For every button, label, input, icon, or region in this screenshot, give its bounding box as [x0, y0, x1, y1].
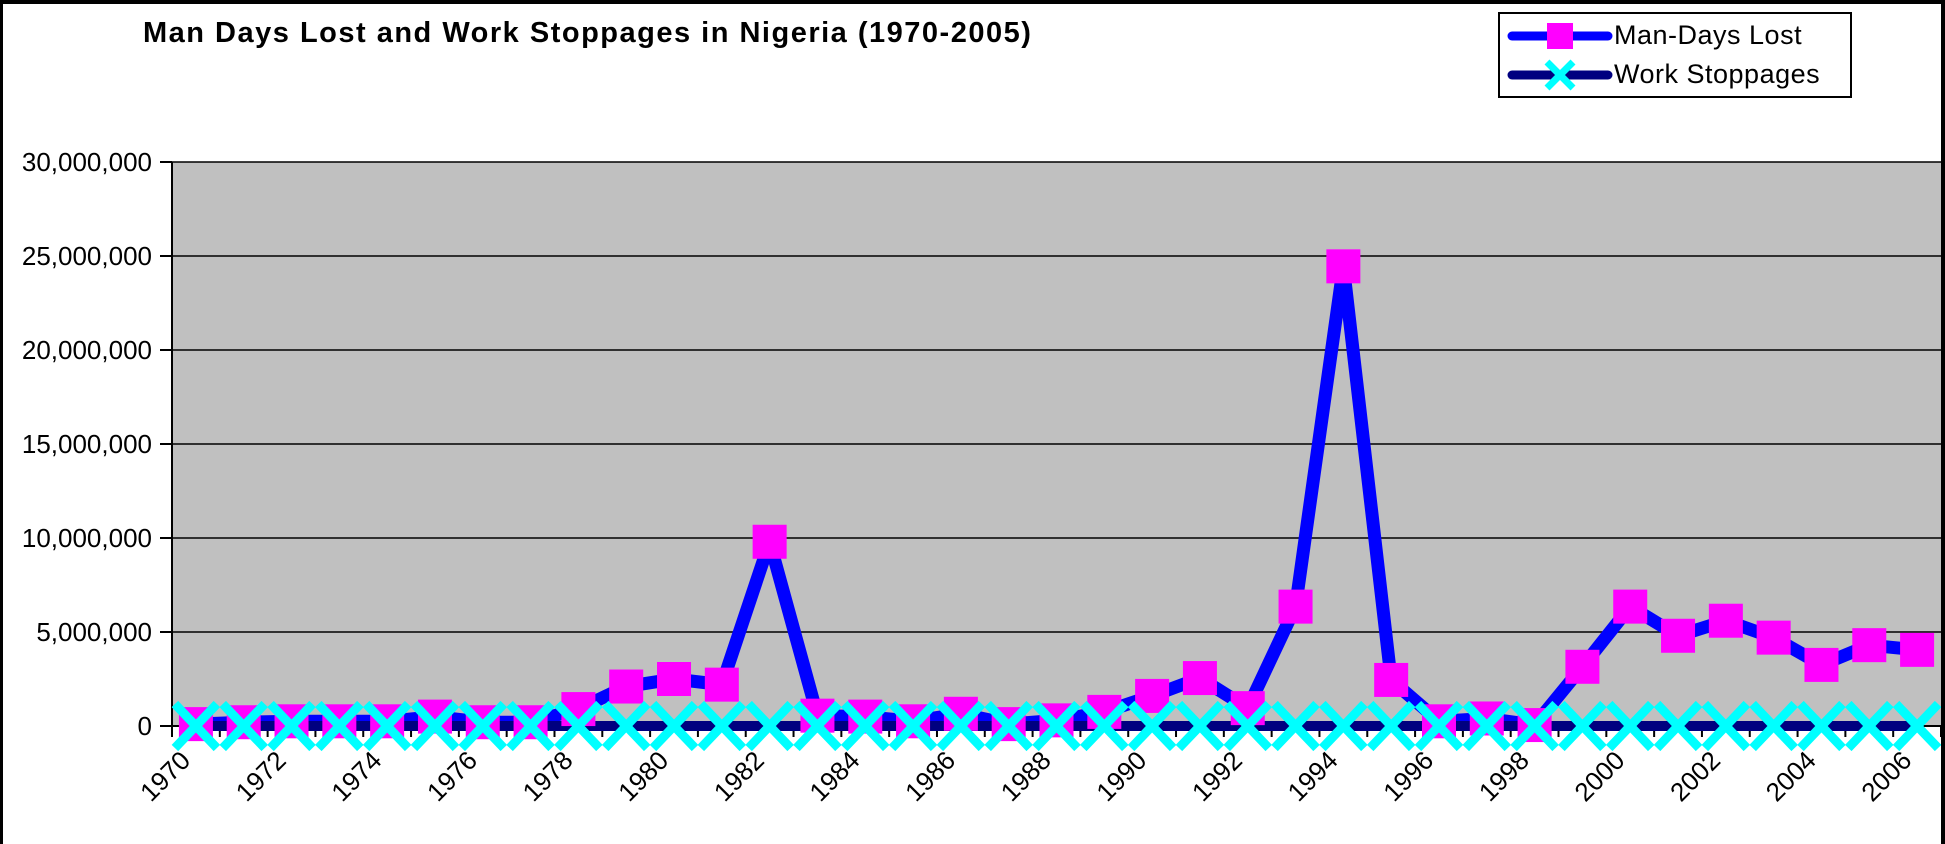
data-point-marker — [1749, 700, 1798, 752]
x-axis-label: 1982 — [708, 745, 770, 807]
x-axis-label: 1990 — [1090, 745, 1152, 807]
y-axis-label: 30,000,000 — [22, 147, 152, 177]
data-point-marker — [1326, 249, 1361, 284]
data-point-marker — [1565, 649, 1600, 684]
x-axis-label: 1988 — [995, 745, 1057, 807]
data-point-marker — [410, 700, 460, 752]
data-point-marker — [745, 700, 794, 752]
data-point-marker — [1613, 589, 1648, 624]
data-point-marker — [1135, 678, 1170, 713]
data-point-marker — [1852, 628, 1887, 663]
data-point-marker — [267, 700, 316, 752]
data-point-marker — [1661, 618, 1696, 653]
data-point-marker — [1804, 647, 1839, 682]
data-point-marker — [1127, 700, 1177, 752]
y-axis-label: 10,000,000 — [22, 523, 152, 553]
data-point-marker — [1414, 700, 1464, 752]
legend-marker — [1544, 59, 1576, 90]
data-point-marker — [1374, 662, 1409, 697]
data-point-marker — [171, 700, 221, 752]
x-axis-label: 1974 — [325, 745, 387, 807]
x-axis-label: 1972 — [230, 745, 292, 807]
data-point-marker — [609, 669, 644, 704]
x-axis-label: 2002 — [1664, 745, 1726, 807]
x-axis-label: 1998 — [1473, 745, 1535, 807]
data-point-marker — [1223, 700, 1272, 752]
data-point-marker — [704, 667, 739, 702]
x-axis-label: 2006 — [1855, 745, 1917, 807]
x-axis-label: 1970 — [134, 745, 196, 807]
plot-area: 0 5,000,000 10,000,000 15,000,000 20,000,000… — [22, 147, 1941, 807]
data-point-marker — [315, 700, 364, 752]
data-point-marker — [506, 700, 555, 752]
data-point-marker — [362, 700, 412, 752]
legend-marker — [1547, 22, 1573, 49]
data-point-marker — [1175, 700, 1225, 752]
x-axis-label: 1980 — [612, 745, 674, 807]
legend-item-work-stoppages: Work Stoppages — [1506, 57, 1850, 93]
data-point-marker — [1032, 700, 1081, 752]
data-point-marker — [1845, 700, 1894, 752]
data-point-marker — [219, 700, 268, 752]
data-point-marker — [752, 524, 787, 559]
y-axis-label: 5,000,000 — [36, 617, 152, 647]
square-marker-icon — [1507, 22, 1613, 49]
y-axis-label: 20,000,000 — [22, 335, 152, 365]
x-axis-label: 2000 — [1568, 745, 1630, 807]
y-axis-label: 0 — [138, 711, 152, 741]
data-point-marker — [1462, 700, 1512, 752]
legend-item-man-days-lost: Man-Days Lost — [1506, 18, 1850, 54]
data-point-marker — [793, 700, 842, 752]
legend-label: Work Stoppages — [1614, 59, 1821, 89]
x-axis-label: 1978 — [517, 745, 579, 807]
data-point-marker — [458, 700, 508, 752]
x-axis-label: 1984 — [803, 745, 865, 807]
legend: Man-Days Lost Work Stoppages — [1498, 12, 1852, 98]
data-point-marker — [936, 700, 986, 752]
x-axis-label: 1994 — [1281, 745, 1343, 807]
y-axis-label: 15,000,000 — [22, 429, 152, 459]
data-point-marker — [1605, 700, 1655, 752]
data-point-marker — [1080, 700, 1129, 752]
data-point-marker — [841, 700, 890, 752]
data-point-marker — [1182, 661, 1217, 696]
data-point-marker — [1319, 700, 1368, 752]
data-point-marker — [697, 700, 747, 752]
data-point-marker — [1510, 700, 1559, 752]
data-point-marker — [1278, 589, 1313, 624]
data-point-marker — [984, 700, 1033, 752]
data-point-marker — [888, 700, 938, 752]
data-point-marker — [1653, 700, 1703, 752]
x-axis-label: 1986 — [899, 745, 961, 807]
chart-title: Man Days Lost and Work Stoppages in Nige… — [143, 17, 1033, 49]
x-axis-label: 1976 — [421, 745, 483, 807]
x-axis-label: 2004 — [1760, 745, 1822, 807]
legend-label: Man-Days Lost — [1614, 20, 1803, 50]
data-point-marker — [1708, 603, 1743, 638]
data-point-marker — [649, 700, 699, 752]
data-point-marker — [1558, 700, 1607, 752]
data-point-marker — [1900, 632, 1935, 667]
data-point-marker — [1366, 700, 1416, 752]
data-point-marker — [1797, 700, 1846, 752]
data-point-marker — [1892, 700, 1941, 752]
data-point-marker — [657, 662, 692, 696]
data-point-marker — [1756, 620, 1791, 655]
data-point-marker — [601, 700, 651, 752]
y-axis-label: 25,000,000 — [22, 241, 152, 271]
data-point-marker — [1271, 700, 1320, 752]
x-marker-icon — [1507, 59, 1613, 90]
x-axis-label: 1996 — [1377, 745, 1439, 807]
x-axis-label: 1992 — [1186, 745, 1248, 807]
data-point-marker — [554, 700, 603, 752]
data-point-marker — [1701, 700, 1751, 752]
